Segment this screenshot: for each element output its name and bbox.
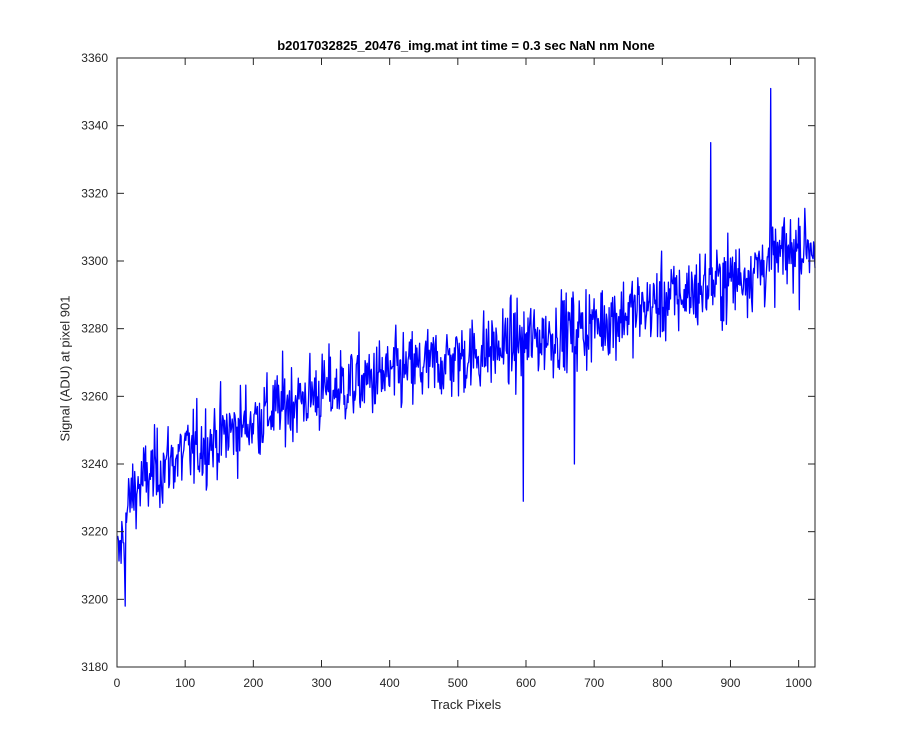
y-tick-label: 3180 bbox=[81, 660, 108, 674]
y-tick-label: 3200 bbox=[81, 592, 108, 606]
y-tick-label: 3220 bbox=[81, 525, 108, 539]
axes-layer bbox=[116, 57, 816, 668]
axes-box bbox=[116, 57, 816, 668]
y-tick-label: 3240 bbox=[81, 457, 108, 471]
x-tick-label: 800 bbox=[652, 676, 672, 690]
series-line bbox=[117, 87, 816, 607]
x-tick-label: 400 bbox=[380, 676, 400, 690]
x-tick-label: 200 bbox=[243, 676, 263, 690]
x-tick-label: 900 bbox=[720, 676, 740, 690]
y-tick-label: 3320 bbox=[81, 186, 108, 200]
x-tick-label: 1000 bbox=[785, 676, 812, 690]
x-tick-label: 600 bbox=[516, 676, 536, 690]
x-tick-label: 100 bbox=[175, 676, 195, 690]
x-tick-label: 0 bbox=[114, 676, 121, 690]
ticks-layer: 0 100 200 300 400 500 600 700 800 900 1000 3180 3200… bbox=[81, 51, 815, 690]
y-axis-label: Signal (ADU) at pixel 901 bbox=[57, 295, 73, 442]
x-axis-label: Track Pixels bbox=[430, 697, 502, 712]
y-tick-label: 3280 bbox=[81, 322, 108, 336]
y-tick-label: 3340 bbox=[81, 119, 108, 133]
x-tick-label: 500 bbox=[448, 676, 468, 690]
plot-background bbox=[117, 58, 815, 667]
x-tick-label: 300 bbox=[311, 676, 331, 690]
x-tick-label: 700 bbox=[584, 676, 604, 690]
y-tick-label: 3300 bbox=[81, 254, 108, 268]
y-tick-label: 3260 bbox=[81, 389, 108, 403]
y-tick-label: 3360 bbox=[81, 51, 108, 65]
chart-title: b2017032825_20476_img.mat int time = 0.3… bbox=[277, 38, 655, 53]
series-layer bbox=[117, 87, 816, 607]
plot-area bbox=[117, 58, 815, 667]
